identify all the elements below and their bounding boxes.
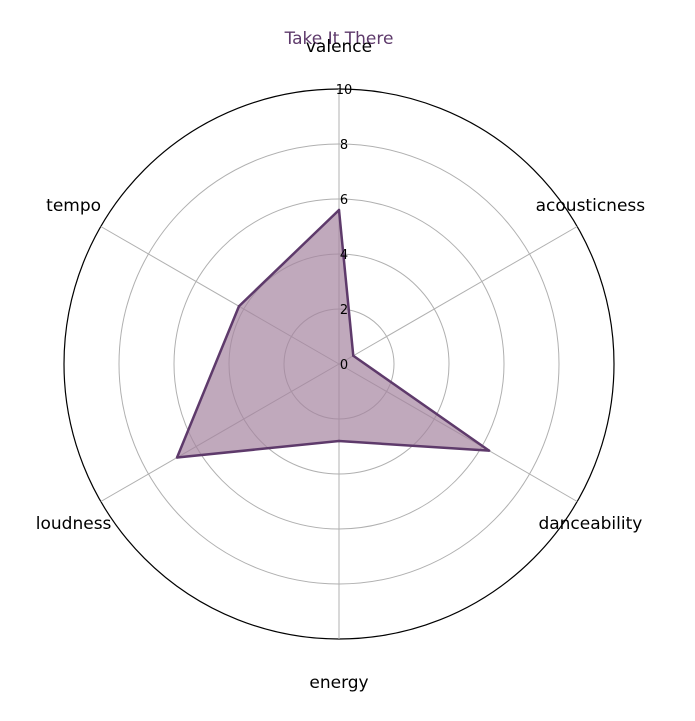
axis-label-acousticness: acousticness [536, 196, 646, 216]
data-point-energy [337, 439, 341, 443]
data-point-valence [337, 208, 341, 212]
chart-title: Take It There [284, 29, 394, 49]
data-point-danceability [487, 449, 491, 452]
data-point-tempo [237, 305, 241, 308]
axis-label-energy: energy [309, 673, 368, 693]
tick-label-10: 10 [336, 83, 353, 98]
tick-label-6: 6 [340, 193, 348, 208]
series-layer [175, 208, 491, 459]
axis-label-danceability: danceability [538, 514, 642, 534]
axis-label-valence: valence [306, 37, 372, 57]
data-point-loudness [175, 456, 179, 459]
axis-label-tempo: tempo [46, 196, 101, 216]
tick-labels: 0 2 4 6 8 10 [336, 83, 353, 373]
axis-labels: valence acousticness danceability energy lou… [36, 37, 645, 693]
tick-label-8: 8 [340, 138, 348, 153]
tick-label-4: 4 [340, 248, 348, 263]
axis-label-loudness: loudness [36, 514, 112, 534]
tick-label-2: 2 [340, 303, 348, 318]
data-point-acousticness [352, 354, 355, 357]
tick-label-0: 0 [340, 358, 348, 373]
spoke-acousticness [338, 226, 578, 365]
series-area [177, 210, 490, 458]
